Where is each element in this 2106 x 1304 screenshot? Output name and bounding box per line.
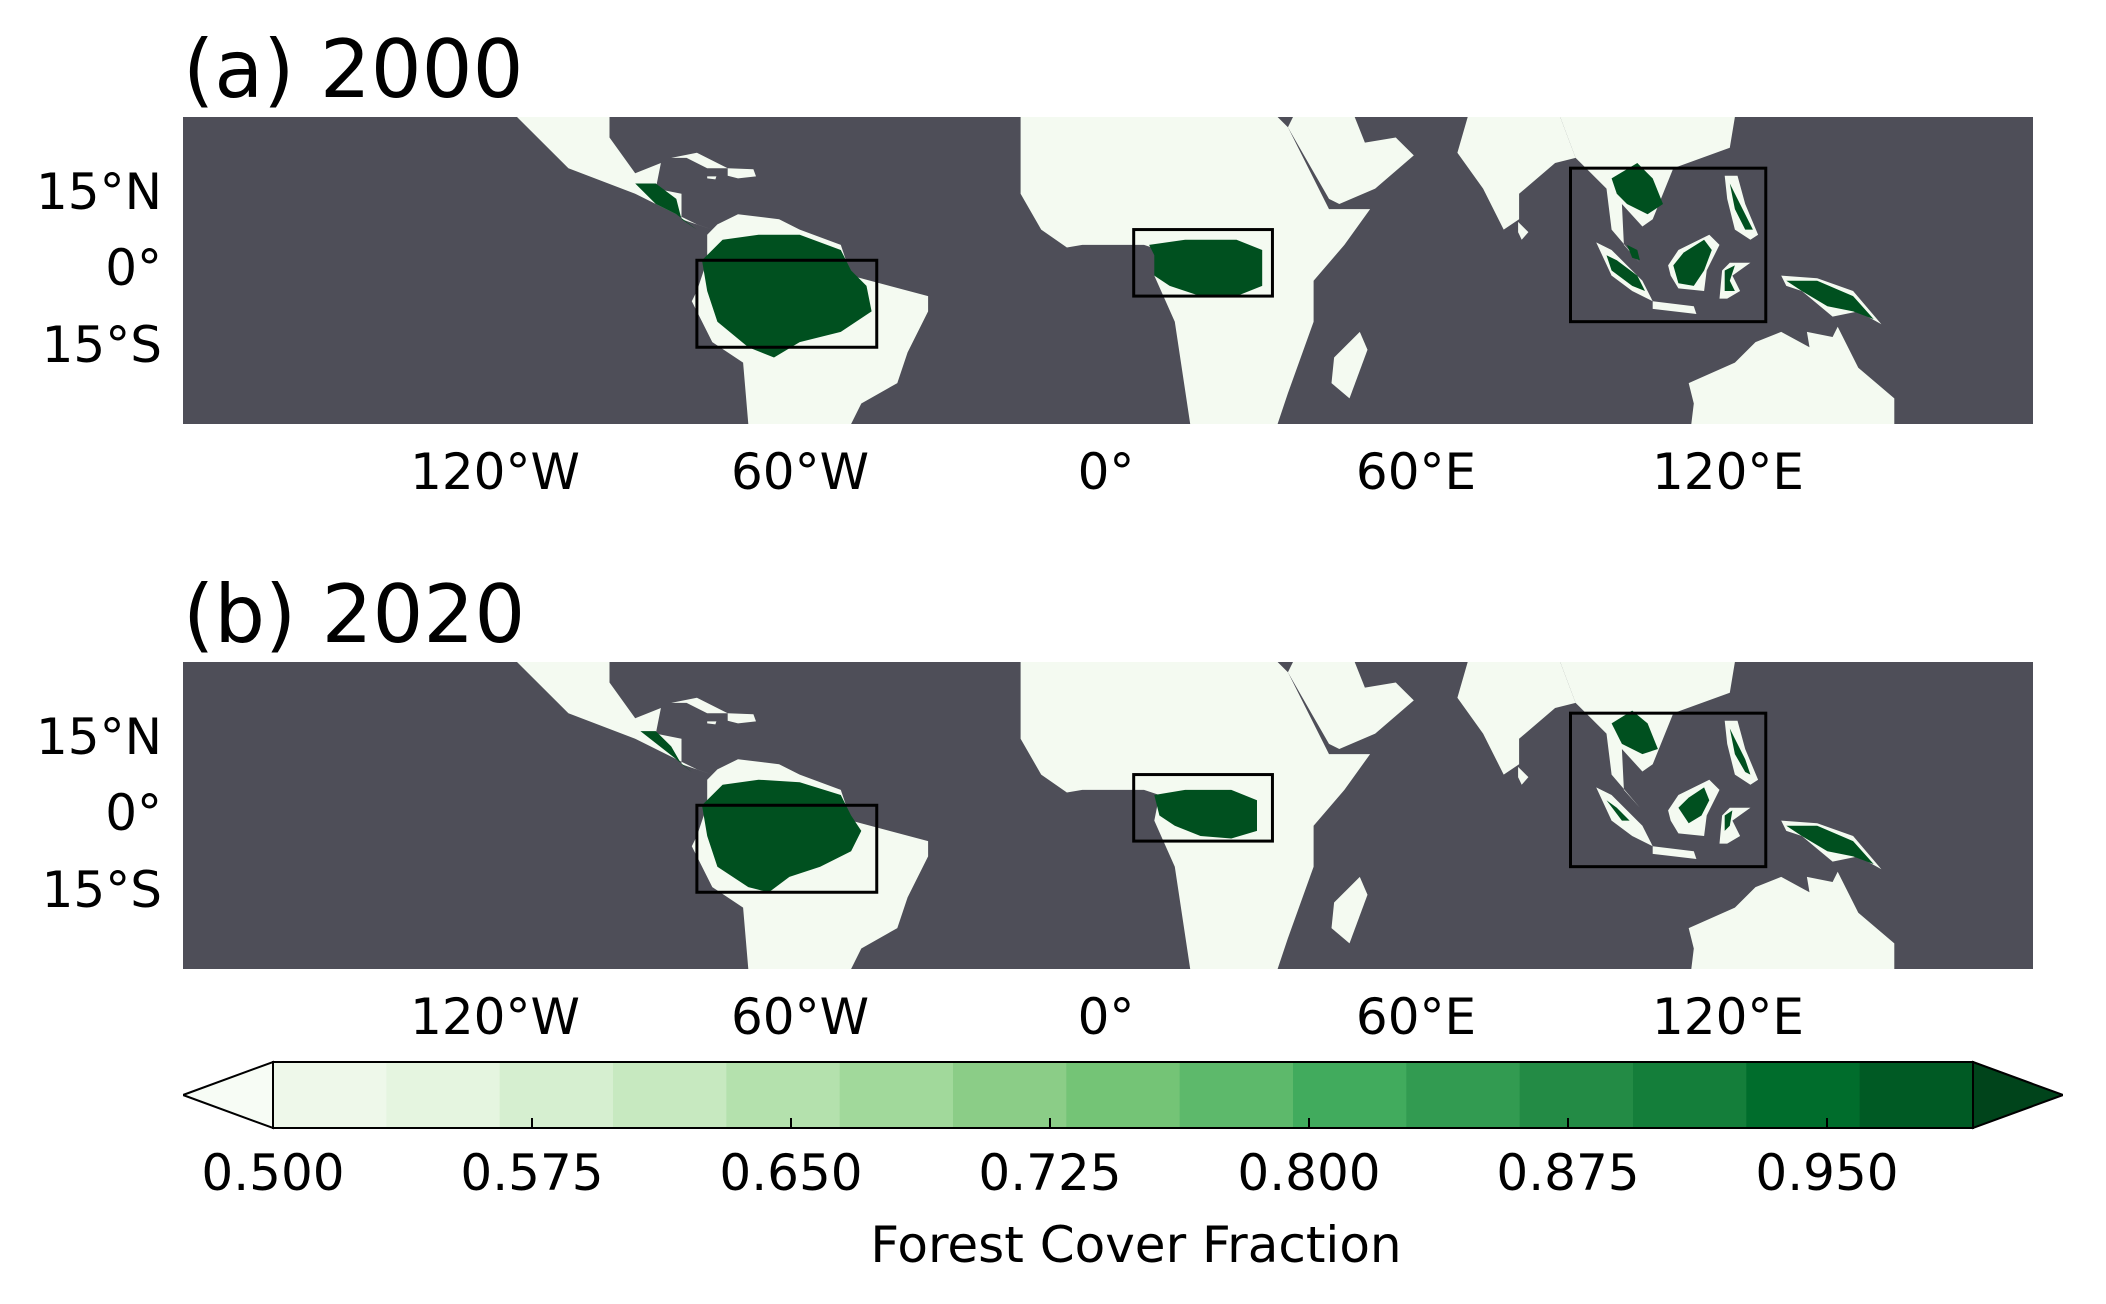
cuba-land [671,697,728,714]
colorbar-segment [726,1062,841,1128]
panel-a-lon-120w: 120°W [410,443,580,501]
congo-forest [1154,789,1257,839]
panel-b-lon-0: 0° [1077,988,1135,1046]
india-land [1457,662,1576,775]
panel-a-map [183,117,2033,424]
sumatra-forest [1606,800,1630,821]
colorbar-segment [499,1062,614,1128]
arabia-land [1287,662,1414,749]
panel-b-lon-60w: 60°W [730,988,870,1046]
madagascar-land [1331,876,1368,944]
region-box-southeast-asia [1569,711,1768,869]
se-asia-forest [1611,163,1663,215]
colorbar-extend-high [1972,1060,2066,1130]
sri-lanka-land [1518,221,1529,240]
central-america-forest [640,731,692,772]
region-box-congo [1132,773,1274,843]
panel-b-lon-120w: 120°W [410,988,580,1046]
colorbar-segment [1406,1062,1521,1128]
region-box-amazon [695,258,879,349]
panel-a-lat-15s: 15°S [41,316,162,374]
panel-a-lat-0: 0° [105,239,162,297]
panel-a-lat-15n: 15°N [35,163,162,221]
caribbean-small-land [707,176,717,180]
colorbar-tick: 0.950 [1755,1144,1899,1202]
panel-a-lon-120e: 120°E [1651,443,1805,501]
colorbar-segment [1633,1062,1747,1128]
philippines-forest [1729,183,1753,230]
colorbar-segment [273,1062,387,1128]
panel-b-lat-0: 0° [105,784,162,842]
colorbar-label: Forest Cover Fraction [870,1216,1402,1274]
panel-a-title: (a) 2000 [183,23,524,116]
colorbar-segment [1179,1062,1294,1128]
sri-lanka-land [1518,766,1529,785]
colorbar-tick: 0.500 [201,1144,345,1202]
borneo-forest [1678,787,1710,824]
caribbean-small-land [707,721,717,725]
colorbar [180,1060,2066,1130]
panel-b-title: (b) 2020 [183,568,526,661]
new-guinea-forest [1786,280,1874,320]
australia-land [1688,326,1895,424]
malaysia-forest [1627,244,1640,261]
congo-forest [1149,239,1263,297]
region-box-congo [1132,228,1274,298]
philippines-forest [1729,728,1751,775]
colorbar-segment [613,1062,727,1128]
new-guinea-forest [1786,825,1874,865]
colorbar-segment [386,1062,501,1128]
madagascar-land [1331,331,1368,399]
colorbar-segment [839,1062,954,1128]
panel-b-map [183,662,2033,969]
colorbar-segment [1746,1062,1861,1128]
map-svg [183,117,2033,424]
panel-b-lat-15s: 15°S [41,861,162,919]
arabia-land [1287,117,1414,204]
java-land [1652,301,1697,314]
panel-a-lon-60w: 60°W [730,443,870,501]
sulawesi-forest [1724,810,1733,831]
sumatra-forest [1606,255,1645,291]
hispaniola-land [727,168,756,179]
central-america-forest [635,183,697,230]
colorbar-extend-low [180,1060,274,1130]
colorbar-segment [1066,1062,1181,1128]
region-box-southeast-asia [1569,166,1768,324]
region-box-amazon [695,803,879,894]
colorbar-frame [272,1061,1974,1129]
colorbar-tick: 0.725 [978,1144,1122,1202]
panel-a-lon-60e: 60°E [1355,443,1477,501]
india-land [1457,117,1576,230]
amazon-forest [702,779,862,893]
colorbar-segment [1519,1062,1634,1128]
java-land [1652,846,1697,859]
hispaniola-land [727,713,756,724]
colorbar-tick: 0.875 [1496,1144,1640,1202]
colorbar-segment [1293,1062,1407,1128]
panel-b-lon-60e: 60°E [1355,988,1477,1046]
cuba-land [671,152,728,169]
colorbar-tick: 0.650 [719,1144,863,1202]
amazon-forest [702,234,872,358]
panel-b-lat-15n: 15°N [35,708,162,766]
colorbar-tick: 0.575 [460,1144,604,1202]
colorbar-segment [1859,1062,1974,1128]
borneo-forest [1673,239,1712,286]
australia-land [1688,871,1895,969]
panel-a-lon-0: 0° [1077,443,1135,501]
colorbar-segment [953,1062,1067,1128]
sulawesi-forest [1724,265,1735,291]
map-svg [183,662,2033,969]
panel-b-lon-120e: 120°E [1651,988,1805,1046]
se-asia-forest [1611,710,1658,755]
colorbar-tick: 0.800 [1237,1144,1381,1202]
